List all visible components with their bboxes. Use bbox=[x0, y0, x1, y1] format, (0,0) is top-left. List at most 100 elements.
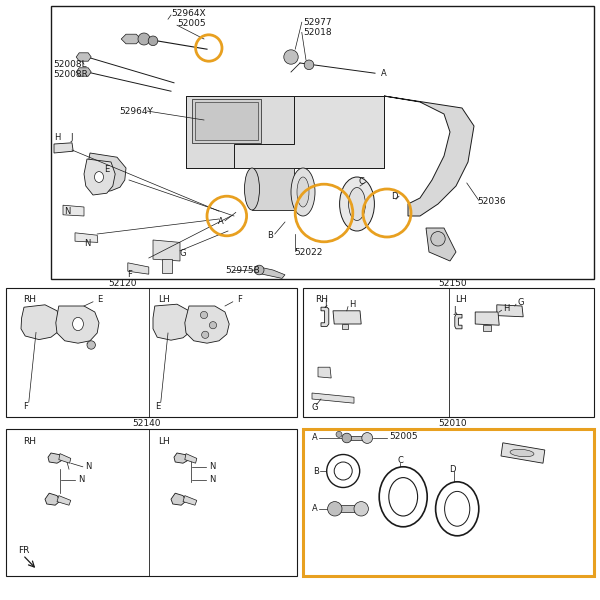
Text: G: G bbox=[312, 403, 319, 413]
Polygon shape bbox=[192, 99, 261, 143]
Polygon shape bbox=[153, 304, 192, 340]
Polygon shape bbox=[87, 153, 126, 192]
Bar bbox=[51, 6, 594, 279]
Text: 52964Y: 52964Y bbox=[119, 107, 152, 115]
Circle shape bbox=[138, 33, 150, 45]
Ellipse shape bbox=[291, 168, 315, 216]
Ellipse shape bbox=[436, 482, 479, 536]
Polygon shape bbox=[347, 436, 367, 440]
Polygon shape bbox=[84, 159, 115, 195]
Circle shape bbox=[148, 36, 158, 46]
Polygon shape bbox=[54, 143, 73, 153]
Text: 52120: 52120 bbox=[109, 278, 137, 287]
Ellipse shape bbox=[349, 187, 365, 220]
Text: 52008L: 52008L bbox=[53, 60, 86, 69]
Polygon shape bbox=[153, 240, 180, 261]
Text: H: H bbox=[349, 300, 356, 310]
Polygon shape bbox=[76, 53, 91, 61]
Ellipse shape bbox=[340, 177, 374, 231]
Polygon shape bbox=[257, 267, 285, 278]
Bar bbox=[6, 429, 297, 576]
Text: 52008R: 52008R bbox=[53, 70, 88, 79]
Text: E: E bbox=[104, 165, 109, 174]
Text: C: C bbox=[359, 178, 365, 186]
Text: B: B bbox=[313, 467, 319, 475]
Polygon shape bbox=[174, 453, 187, 463]
Text: LH: LH bbox=[158, 437, 170, 445]
Circle shape bbox=[202, 331, 209, 338]
Text: FR: FR bbox=[18, 546, 29, 556]
Text: G: G bbox=[180, 249, 187, 258]
Ellipse shape bbox=[297, 177, 309, 207]
Text: D: D bbox=[449, 464, 455, 474]
Text: A: A bbox=[312, 433, 318, 443]
Polygon shape bbox=[45, 493, 60, 505]
Text: E: E bbox=[155, 402, 160, 412]
Ellipse shape bbox=[510, 449, 534, 457]
Polygon shape bbox=[426, 228, 456, 261]
Polygon shape bbox=[76, 68, 91, 76]
Circle shape bbox=[336, 431, 342, 437]
Ellipse shape bbox=[379, 467, 427, 527]
Polygon shape bbox=[342, 324, 348, 329]
Text: J: J bbox=[71, 133, 73, 142]
Polygon shape bbox=[171, 493, 186, 505]
Ellipse shape bbox=[334, 462, 352, 480]
Text: E: E bbox=[97, 295, 103, 304]
Text: RH: RH bbox=[315, 295, 328, 304]
Text: J: J bbox=[324, 299, 326, 308]
Polygon shape bbox=[21, 305, 60, 340]
Circle shape bbox=[342, 433, 352, 443]
Text: F: F bbox=[237, 295, 242, 304]
Bar bbox=[303, 288, 594, 417]
Polygon shape bbox=[384, 96, 474, 216]
Text: N: N bbox=[64, 206, 71, 215]
Text: N: N bbox=[209, 475, 215, 485]
Text: A: A bbox=[218, 217, 224, 226]
Text: C: C bbox=[397, 456, 403, 466]
Polygon shape bbox=[497, 305, 523, 317]
Text: J: J bbox=[453, 306, 455, 316]
Polygon shape bbox=[75, 233, 98, 242]
Text: F: F bbox=[127, 269, 132, 278]
Text: 52975B: 52975B bbox=[225, 266, 260, 275]
Polygon shape bbox=[195, 102, 258, 140]
Ellipse shape bbox=[95, 172, 104, 182]
Text: 52010: 52010 bbox=[439, 419, 467, 428]
Circle shape bbox=[362, 433, 373, 443]
Polygon shape bbox=[318, 367, 331, 378]
Text: LH: LH bbox=[455, 295, 467, 304]
Text: RH: RH bbox=[23, 295, 36, 304]
Polygon shape bbox=[321, 307, 329, 326]
Text: 52977: 52977 bbox=[303, 17, 332, 26]
Polygon shape bbox=[185, 306, 229, 343]
Ellipse shape bbox=[389, 478, 418, 516]
Text: N: N bbox=[78, 475, 85, 485]
Text: G: G bbox=[517, 298, 524, 307]
Bar bbox=[303, 429, 594, 576]
Polygon shape bbox=[186, 96, 384, 168]
Polygon shape bbox=[333, 311, 361, 324]
Circle shape bbox=[284, 50, 298, 64]
Ellipse shape bbox=[245, 168, 260, 210]
Text: D: D bbox=[391, 192, 398, 201]
Polygon shape bbox=[63, 205, 84, 216]
Text: N: N bbox=[85, 462, 92, 472]
Circle shape bbox=[254, 265, 264, 275]
Polygon shape bbox=[475, 312, 499, 325]
Polygon shape bbox=[252, 168, 294, 210]
Text: N: N bbox=[84, 238, 91, 247]
Ellipse shape bbox=[445, 491, 470, 526]
Text: 52005: 52005 bbox=[177, 19, 206, 28]
Text: F: F bbox=[23, 402, 28, 412]
Text: 52150: 52150 bbox=[439, 278, 467, 287]
Text: RH: RH bbox=[23, 437, 36, 445]
Text: 52022: 52022 bbox=[294, 248, 322, 257]
Text: 52018: 52018 bbox=[303, 28, 332, 37]
Text: A: A bbox=[381, 69, 387, 78]
Text: H: H bbox=[54, 133, 61, 142]
Polygon shape bbox=[312, 393, 354, 403]
Polygon shape bbox=[128, 263, 149, 274]
Circle shape bbox=[328, 502, 342, 516]
Text: 52964X: 52964X bbox=[171, 10, 206, 19]
